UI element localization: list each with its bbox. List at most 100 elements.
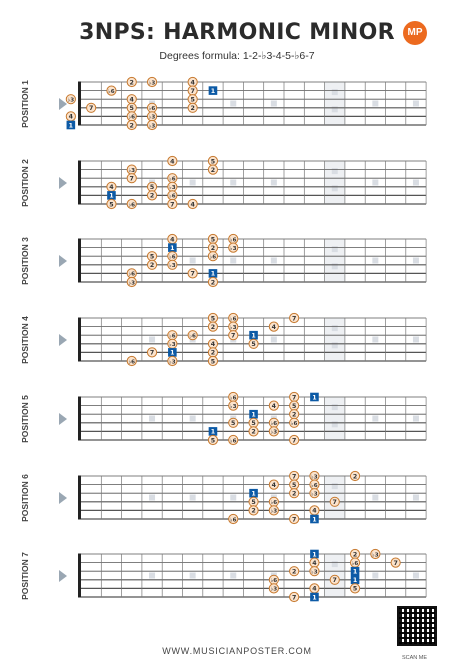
note-degree-label: ♭3 <box>271 587 278 593</box>
note-circle <box>268 583 279 594</box>
note-degree-label: ♭6 <box>230 395 237 401</box>
note-degree-label: 4 <box>211 341 216 348</box>
note-circle <box>146 347 158 358</box>
note-degree-label: 1 <box>211 271 215 278</box>
note-circle <box>126 276 137 288</box>
fret-inlay <box>372 415 379 422</box>
note-degree-label: 1 <box>353 577 357 584</box>
scale-note-marker: ♭6 <box>268 496 279 507</box>
fret-inlay <box>331 421 338 428</box>
note-circle <box>126 76 137 88</box>
fret-inlay <box>189 572 196 579</box>
note-degree-label: 4 <box>170 236 175 243</box>
note-degree-label: 2 <box>130 122 134 129</box>
fret-inlay <box>331 185 338 192</box>
qr-code[interactable] <box>397 606 437 646</box>
play-arrow-icon <box>59 569 67 582</box>
fret-inlay <box>331 168 338 175</box>
note-circle <box>390 557 401 568</box>
scale-note-marker: ♭3 <box>309 470 320 482</box>
note-degree-label: ♭6 <box>169 255 176 261</box>
fret-inlay <box>372 179 379 186</box>
note-circle <box>268 479 279 490</box>
note-degree-label: 2 <box>130 79 134 86</box>
scale-note-marker: ♭3 <box>309 566 320 577</box>
scale-note-marker: ♭6 <box>167 173 178 184</box>
fret-inlay <box>270 179 277 186</box>
scale-note-marker: 7 <box>289 513 300 525</box>
note-degree-label: 7 <box>190 271 194 278</box>
note-degree-label: 7 <box>89 105 93 112</box>
note-degree-label: ♭3 <box>169 342 176 348</box>
note-degree-label: ♭3 <box>149 80 156 86</box>
note-degree-label: ♭6 <box>149 106 156 112</box>
note-circle <box>106 198 117 210</box>
scale-note-marker: 7 <box>289 312 300 324</box>
note-circle <box>268 400 279 411</box>
scale-note-marker: 2 <box>146 190 158 201</box>
scale-note-marker: 5 <box>146 181 158 192</box>
root-note-marker: 1 <box>310 549 319 559</box>
scale-note-marker: 7 <box>289 391 300 403</box>
scale-note-marker: ♭6 <box>126 111 137 122</box>
fretboard-position-4: 5 ♭6 7 2 ♭3 4 ♭6 ♭6 7 1 ♭3 4 5 7 1 2 ♭6 ♭3 5 <box>78 312 427 367</box>
note-degree-label: 4 <box>69 114 74 121</box>
scale-note-marker: ♭6 <box>146 102 158 113</box>
note-degree-label: 7 <box>333 577 337 584</box>
root-note-square <box>249 409 258 419</box>
scale-note-marker: ♭3 <box>228 321 239 332</box>
root-note-square <box>208 86 218 95</box>
note-circle <box>248 426 259 437</box>
note-degree-label: 2 <box>292 412 296 419</box>
fret-inlay <box>189 179 196 186</box>
note-degree-label: 1 <box>211 429 215 436</box>
scale-note-marker: ♭3 <box>65 94 76 105</box>
fretboard-position-7: 1 2 ♭3 4 ♭6 7 2 ♭3 1 ♭6 7 1 ♭3 4 5 7 1 <box>78 548 427 603</box>
note-degree-label: 1 <box>312 551 316 558</box>
play-arrow-icon <box>59 412 67 425</box>
scale-note-marker: 7 <box>228 330 239 341</box>
scale-note-marker: ♭3 <box>167 181 178 192</box>
root-note-marker: 1 <box>310 592 319 602</box>
root-note-square <box>66 120 76 130</box>
note-degree-label: ♭6 <box>352 561 359 567</box>
scale-note-marker: 2 <box>126 76 137 88</box>
website-footer[interactable]: WWW.MUSICIANPOSTER.COM <box>162 646 312 656</box>
note-circle <box>289 312 300 324</box>
scale-note-marker: 5 <box>187 94 198 105</box>
fret-inlay <box>331 246 338 253</box>
note-degree-label: 5 <box>231 420 235 427</box>
fret-inlay <box>372 257 379 264</box>
scale-note-marker: 4 <box>309 583 320 594</box>
note-degree-label: ♭6 <box>230 517 237 523</box>
note-circle <box>228 330 239 341</box>
fret-inlay <box>331 325 338 332</box>
scale-note-marker: ♭6 <box>268 417 279 428</box>
note-circle <box>228 242 239 253</box>
note-circle <box>268 321 279 332</box>
note-degree-label: 2 <box>353 473 357 480</box>
note-degree-label: 1 <box>312 394 316 401</box>
note-degree-label: 7 <box>292 394 296 401</box>
note-degree-label: ♭3 <box>230 404 237 410</box>
scale-note-marker: 4 <box>268 479 279 490</box>
note-degree-label: 7 <box>190 88 194 95</box>
scale-note-marker: ♭6 <box>187 330 198 341</box>
scale-note-marker: 7 <box>126 173 137 184</box>
scale-note-marker: 5 <box>248 417 259 428</box>
scale-note-marker: 4 <box>268 321 279 332</box>
scale-note-marker: ♭6 <box>228 312 239 324</box>
guitar-nut <box>78 396 81 441</box>
note-circle <box>146 76 158 88</box>
fret-inlay <box>189 257 196 264</box>
root-note-marker: 1 <box>168 348 177 357</box>
note-degree-label: ♭3 <box>149 115 156 121</box>
note-degree-label: 5 <box>292 482 296 489</box>
fret-inlay <box>331 561 338 568</box>
fret-inlay <box>230 494 237 501</box>
note-circle <box>248 338 259 349</box>
scale-note-marker: 4 <box>167 233 178 245</box>
play-arrow-icon <box>59 176 67 189</box>
scale-note-marker: ♭3 <box>126 276 137 288</box>
note-circle <box>268 505 279 516</box>
